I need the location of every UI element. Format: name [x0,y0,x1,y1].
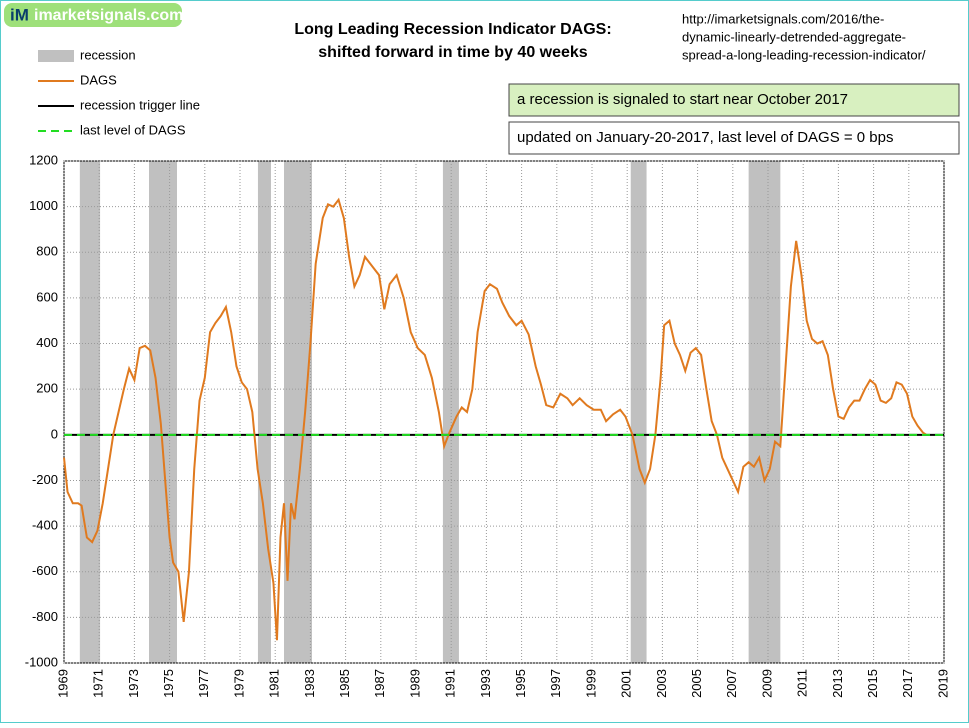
url: dynamic-linearly-detrended-aggregate- [682,29,906,44]
legend-label: last level of DAGS [80,122,186,137]
y-tick-label: -400 [32,518,58,533]
y-tick-label: 1000 [29,198,58,213]
x-tick-label: 1989 [407,669,422,698]
x-tick-label: 2011 [795,669,810,697]
y-tick-label: 400 [36,335,58,350]
x-tick-label: 1981 [267,669,282,698]
x-tick-label: 2007 [724,669,739,698]
y-tick-label: -600 [32,563,58,578]
recession-band [284,161,312,663]
chart-title: Long Leading Recession Indicator DAGS: [294,21,611,38]
url: spread-a-long-leading-recession-indicato… [682,47,926,62]
logo-text: imarketsignals.com [34,7,183,24]
x-tick-label: 2017 [900,669,915,698]
y-tick-label: 0 [51,426,58,441]
url: http://imarketsignals.com/2016/the- [682,11,884,26]
annotation: updated on January-20-2017, last level o… [517,129,894,146]
annotation-box [508,121,960,155]
x-tick-label: 2009 [759,669,774,698]
y-tick-label: 200 [36,381,58,396]
y-tick-label: -800 [32,609,58,624]
recession-band [442,161,459,663]
y-tick-label: 600 [36,289,58,304]
annotation-box [508,83,960,117]
recession-band [630,161,647,663]
x-tick-label: 1993 [478,669,493,698]
x-tick-label: 1995 [513,669,528,698]
x-tick-label: 1991 [443,669,458,698]
y-tick-label: -200 [32,472,58,487]
x-tick-label: 1973 [126,669,141,698]
x-tick-label: 1983 [302,669,317,698]
logo-bg [4,3,182,27]
recession-band [79,161,101,663]
x-tick-label: 1975 [161,669,176,698]
legend-label: DAGS [80,72,117,87]
dags-line [63,197,927,641]
x-tick-label: 2003 [654,669,669,698]
x-tick-label: 2019 [935,669,950,698]
chart-title: shifted forward in time by 40 weeks [318,44,588,61]
x-tick-label: 2001 [619,669,634,698]
legend-label: recession [80,47,136,62]
x-tick-label: 1997 [548,669,563,698]
legend-swatch [38,50,74,62]
x-tick-label: 1985 [337,669,352,698]
recession-band [257,161,271,663]
x-tick-label: 2013 [830,669,845,698]
plot-area [63,160,945,664]
x-tick-label: 1971 [91,669,106,698]
x-tick-label: 1987 [372,669,387,698]
annotation: a recession is signaled to start near Oc… [517,91,848,108]
x-tick-label: 2005 [689,669,704,698]
legend-label: recession trigger line [80,97,200,112]
x-tick-label: 1969 [55,669,70,698]
x-tick-label: 2015 [865,669,880,698]
x-tick-label: 1979 [231,669,246,698]
y-tick-label: 800 [36,244,58,259]
recession-band [748,161,781,663]
y-tick-label: 1200 [29,152,58,167]
x-tick-label: 1999 [583,669,598,698]
x-tick-label: 1977 [196,669,211,698]
y-tick-label: -1000 [25,654,58,669]
recession-band [149,161,177,663]
logo-badge: iM [10,5,29,24]
